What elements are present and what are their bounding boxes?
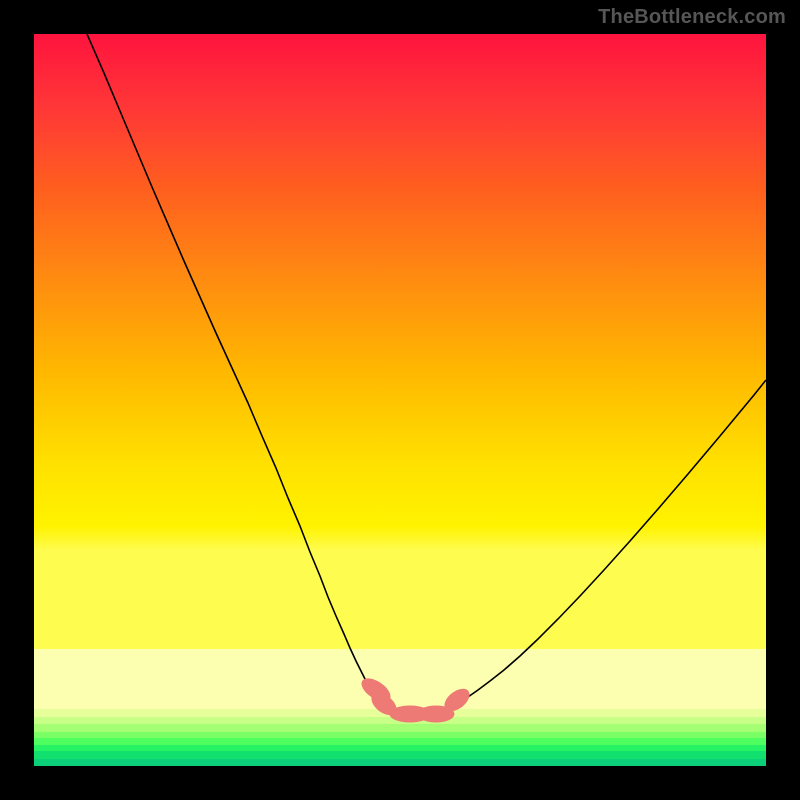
outer-frame: TheBottleneck.com	[0, 0, 800, 800]
worm-marker	[358, 674, 473, 722]
watermark-text: TheBottleneck.com	[598, 6, 786, 29]
chart-overlay	[34, 34, 766, 766]
bottleneck-curve	[87, 34, 766, 707]
plot-area	[34, 34, 766, 766]
